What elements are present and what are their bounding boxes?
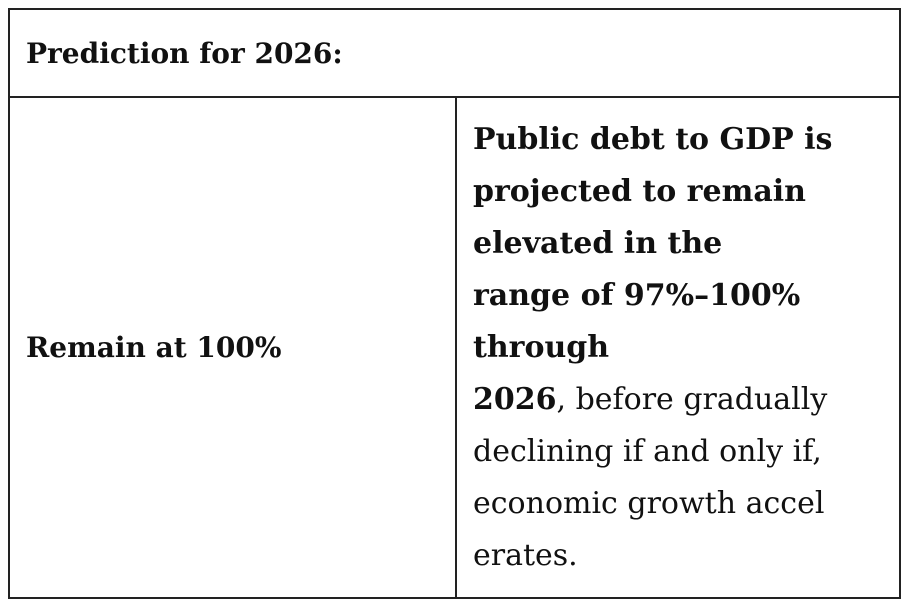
header-row: Prediction for 2026:: [8, 8, 901, 98]
description-regular: , before gradually declining if and only…: [473, 381, 828, 573]
row-description: Public debt to GDP is projected to remai…: [455, 96, 901, 599]
description-bold: Public debt to GDP is projected to remai…: [473, 121, 833, 417]
row-label: Remain at 100%: [8, 96, 457, 599]
prediction-table: Prediction for 2026: Remain at 100% Publ…: [8, 8, 901, 599]
body-row: Remain at 100% Public debt to GDP is pro…: [8, 96, 901, 599]
header-title: Prediction for 2026:: [8, 8, 901, 98]
